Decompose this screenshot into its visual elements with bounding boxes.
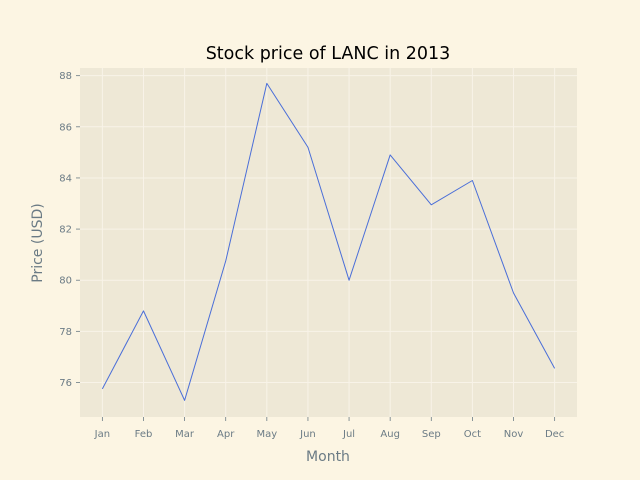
x-tick-label: Mar <box>175 429 195 440</box>
y-tick-label: 82 <box>59 225 72 236</box>
plot-area <box>80 68 577 417</box>
x-axis-label: Month <box>306 449 350 465</box>
chart-title: Stock price of LANC in 2013 <box>206 44 451 64</box>
x-tick-label: Jul <box>342 429 355 440</box>
x-tick-label: Apr <box>217 429 235 440</box>
y-tick-label: 78 <box>59 327 72 338</box>
y-tick-label: 86 <box>59 122 72 133</box>
x-tick-label: Dec <box>545 429 564 440</box>
y-tick-label: 88 <box>59 71 72 82</box>
y-axis-ticks: 76 78 80 82 84 86 88 <box>59 71 80 389</box>
x-tick-label: Feb <box>135 429 153 440</box>
x-axis-ticks: Jan Feb Mar Apr May Jun Jul Aug Sep Oct Nov Dec <box>94 417 564 440</box>
y-axis-label: Price (USD) <box>30 203 46 282</box>
x-tick-label: Jan <box>94 429 110 440</box>
x-tick-label: Nov <box>504 429 524 440</box>
series-layer <box>101 82 556 401</box>
price-series-line <box>101 82 556 401</box>
x-tick-label: Jun <box>299 429 316 440</box>
x-tick-label: Oct <box>464 429 481 440</box>
y-tick-label: 76 <box>59 378 72 389</box>
x-tick-label: May <box>256 429 277 440</box>
grid-layer <box>80 68 577 417</box>
y-tick-label: 80 <box>59 276 72 287</box>
x-tick-label: Aug <box>380 429 400 440</box>
x-tick-label: Sep <box>422 429 441 440</box>
y-tick-label: 84 <box>59 173 72 184</box>
